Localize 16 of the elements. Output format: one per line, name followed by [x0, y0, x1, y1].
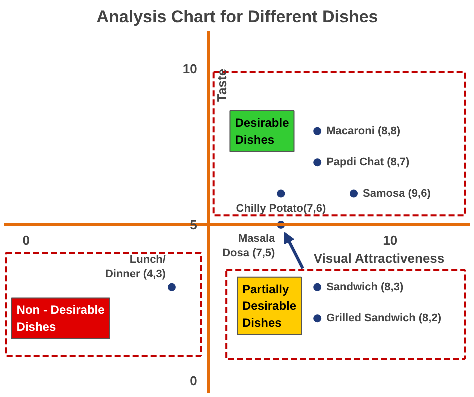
annotation: Sandwich (8,3) — [326, 281, 404, 294]
annotation: Masala Dosa (7,5) — [222, 232, 276, 260]
x-axis-title: Visual Attractiveness — [314, 250, 445, 266]
annotation: Chilly Potato(7,6) — [236, 202, 326, 215]
annotation: Desirable Dishes — [235, 116, 290, 147]
y-tick-label: 10 — [182, 61, 198, 76]
annotation: Partially Desirable Dishes — [242, 282, 297, 330]
y-axis-title: Taste — [214, 68, 230, 102]
chart-title: Analysis Chart for Different Dishes — [96, 8, 378, 26]
annotation: Lunch/ Dinner (4,3) — [105, 254, 166, 280]
y-tick-label: 0 — [190, 374, 198, 389]
annotation: Grilled Sandwich (8,2) — [326, 312, 442, 325]
annotation: Non - Desirable Dishes — [16, 303, 106, 334]
annotation: Papdi Chat (8,7) — [326, 156, 410, 169]
annotation: Macaroni (8,8) — [326, 125, 401, 138]
annotation: Samosa (9,6) — [363, 188, 432, 200]
